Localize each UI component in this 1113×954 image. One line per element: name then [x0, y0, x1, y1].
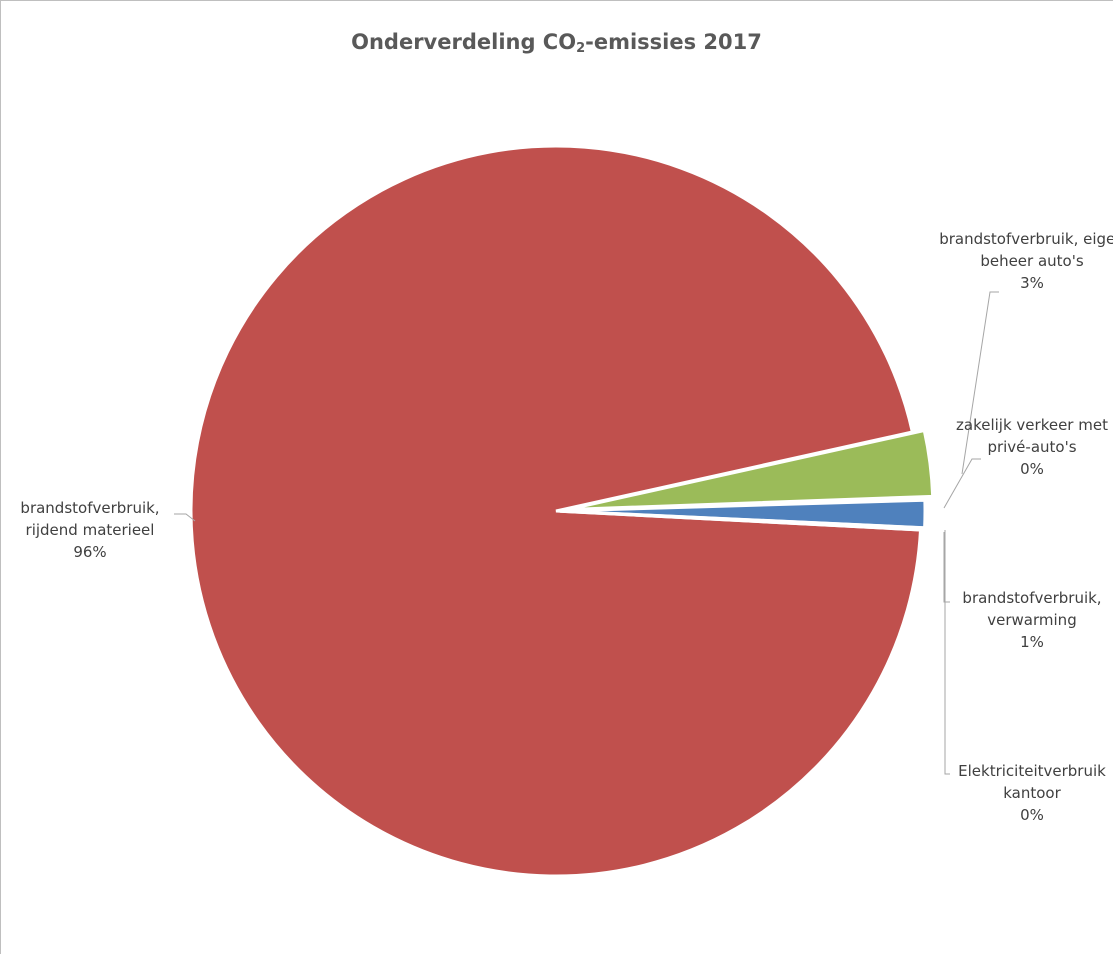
leader-line — [943, 458, 981, 509]
slice-name-label: Elektriciteitverbruik — [958, 762, 1106, 780]
label-eigen-beheer-autos: brandstofverbruik, eigen beheer auto's 3% — [939, 230, 1113, 292]
slice-name-label: privé-auto's — [987, 438, 1076, 456]
slice-name-label: verwarming — [987, 611, 1076, 629]
label-rijdend-materieel: brandstofverbruik, rijdend materieel 96% — [20, 499, 159, 561]
leader-line — [944, 530, 950, 775]
slice-name-label: kantoor — [1003, 784, 1061, 802]
slice-name-label: rijdend materieel — [26, 521, 155, 539]
chart-title-subscript: 2 — [576, 41, 586, 56]
slice-percent-label: 0% — [1020, 806, 1044, 824]
slice-eigen-beheer-autos — [567, 428, 935, 511]
leader-line — [943, 532, 950, 603]
label-prive-autos: zakelijk verkeer met privé-auto's 0% — [956, 416, 1108, 478]
slice-name-label: brandstofverbruik, eigen — [939, 230, 1113, 248]
leader-line — [174, 513, 196, 522]
label-elektriciteit-kantoor: Elektriciteitverbruik kantoor 0% — [958, 762, 1106, 824]
leader-line — [961, 291, 999, 475]
slice-name-label: zakelijk verkeer met — [956, 416, 1108, 434]
slice-percent-label: 0% — [1020, 460, 1044, 478]
slice-name-label: brandstofverbruik, — [962, 589, 1101, 607]
slice-name-label: brandstofverbruik, — [20, 499, 159, 517]
slice-name-label: beheer auto's — [980, 252, 1084, 270]
slice-percent-label: 96% — [73, 543, 106, 561]
label-verwarming: brandstofverbruik, verwarming 1% — [962, 589, 1101, 651]
leader-lines — [174, 291, 999, 775]
slice-labels: brandstofverbruik, rijdend materieel 96%br… — [20, 230, 1113, 824]
slice-elektriciteit-kantoor — [559, 509, 927, 532]
chart-title-main: Onderverdeling CO — [351, 30, 577, 54]
slice-percent-label: 3% — [1020, 274, 1044, 292]
slice-percent-label: 1% — [1020, 633, 1044, 651]
pie-slices — [189, 144, 935, 878]
chart-title-rest: -emissies 2017 — [585, 30, 762, 54]
slice-rijdend-materieel — [189, 144, 923, 878]
chart-title: Onderverdeling CO2-emissies 2017 — [0, 30, 1113, 56]
